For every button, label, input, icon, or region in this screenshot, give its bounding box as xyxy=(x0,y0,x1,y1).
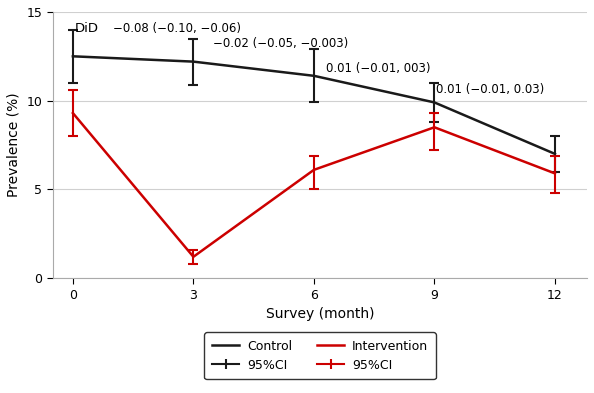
Text: DiD: DiD xyxy=(75,22,99,35)
Text: −0.02 (−0.05, −0.003): −0.02 (−0.05, −0.003) xyxy=(213,37,349,50)
Y-axis label: Prevalence (%): Prevalence (%) xyxy=(7,93,21,197)
Text: 0.01 (−0.01, 0.03): 0.01 (−0.01, 0.03) xyxy=(437,83,545,96)
Text: −0.08 (−0.10, −0.06): −0.08 (−0.10, −0.06) xyxy=(113,22,241,35)
X-axis label: Survey (month): Survey (month) xyxy=(266,307,374,321)
Legend: Control, 95%CI, Intervention, 95%CI: Control, 95%CI, Intervention, 95%CI xyxy=(204,332,435,380)
Text: 0.01 (−0.01, 003): 0.01 (−0.01, 003) xyxy=(326,62,431,75)
